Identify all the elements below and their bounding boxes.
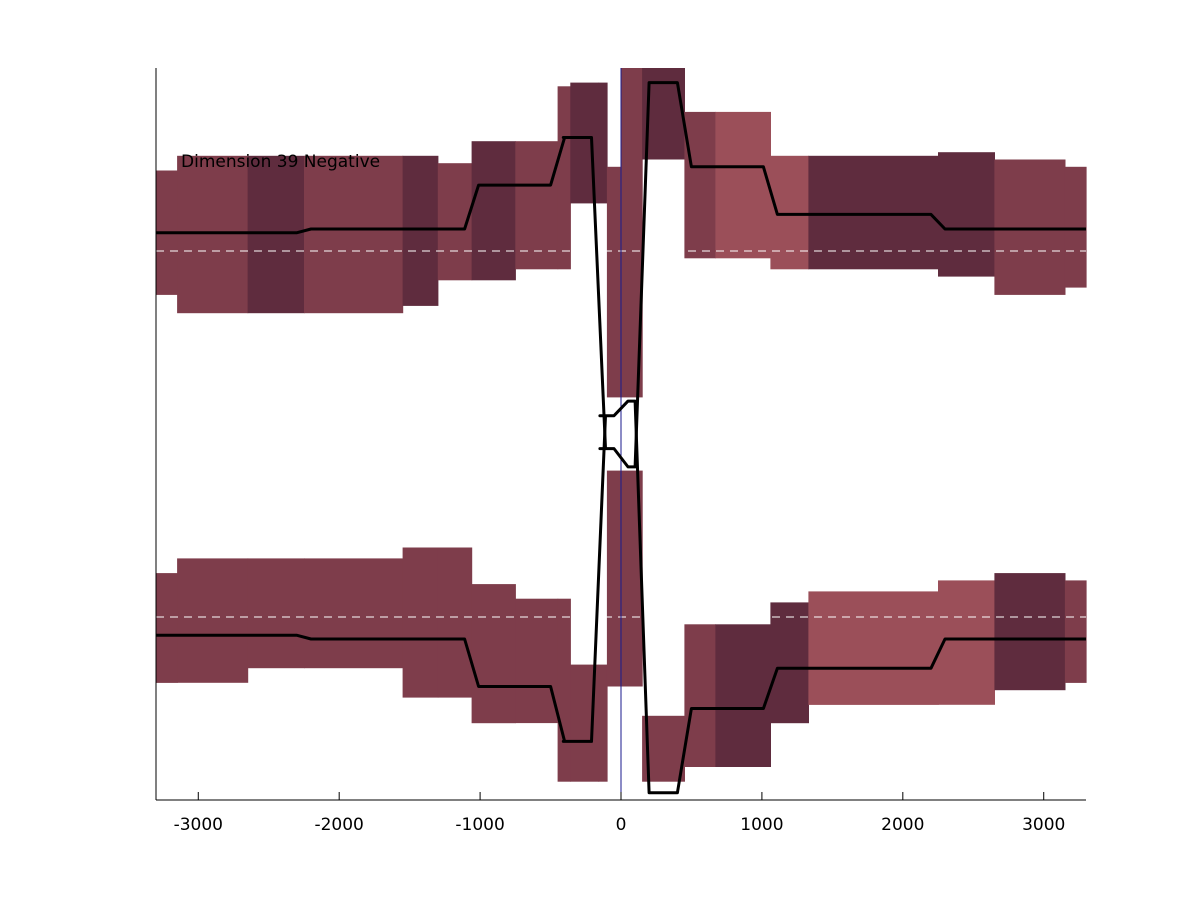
band-segment-upper-6 [471, 141, 516, 281]
band-segment-upper-11 [606, 166, 622, 398]
band-segment-lower-11 [606, 470, 622, 687]
band-segment-upper-10 [598, 82, 608, 204]
band-segment-lower-14 [684, 624, 716, 767]
confidence-bands [156, 68, 1087, 782]
band-segment-upper-4 [402, 155, 439, 306]
x-tick-label: -1000 [455, 815, 504, 835]
band-segment-lower-5 [437, 547, 473, 698]
x-tick-label: 3000 [1022, 815, 1065, 835]
band-segment-lower-19 [994, 573, 1066, 691]
band-segment-lower-4 [402, 547, 439, 698]
band-segment-lower-3 [304, 558, 404, 669]
x-ticks: -3000 -2000 -1000 0 1000 2000 3000 [174, 792, 1065, 835]
band-segment-upper-20 [1064, 166, 1087, 288]
band-segment-lower-12 [621, 470, 643, 687]
band-segment-lower-20 [1064, 580, 1087, 683]
band-segment-upper-3 [304, 155, 404, 314]
x-tick-label: 2000 [881, 815, 924, 835]
band-segment-upper-7 [515, 141, 559, 270]
band-segment-lower-0 [156, 573, 178, 683]
band-segment-upper-8 [557, 86, 571, 270]
band-segment-lower-17 [808, 591, 939, 705]
x-tick-label: -3000 [174, 815, 223, 835]
band-segment-upper-17 [808, 155, 939, 270]
band-segment-lower-1 [177, 558, 249, 683]
band-segment-lower-18 [938, 580, 995, 705]
band-segment-upper-18 [938, 152, 995, 277]
x-tick-label: 1000 [740, 815, 783, 835]
band-segment-upper-12 [621, 68, 643, 398]
band-segment-upper-15 [715, 111, 771, 259]
band-segment-lower-7 [515, 598, 559, 724]
band-segment-upper-1 [177, 155, 249, 314]
mean-lines [156, 81, 1086, 795]
band-segment-lower-16 [770, 602, 809, 724]
band-segment-upper-19 [994, 159, 1066, 295]
band-segment-upper-2 [247, 155, 305, 314]
band-segment-upper-14 [684, 111, 716, 259]
x-tick-label: 0 [616, 815, 627, 835]
x-tick-label: -2000 [314, 815, 363, 835]
mean-line-lower [156, 399, 1086, 795]
band-segment-lower-2 [247, 558, 305, 669]
dimension-annotation: Dimension 39 Negative [181, 152, 380, 172]
band-segment-lower-6 [471, 584, 516, 724]
band-segment-lower-8 [557, 598, 571, 782]
band-segment-lower-10 [598, 664, 608, 782]
band-segment-lower-15 [715, 624, 771, 767]
